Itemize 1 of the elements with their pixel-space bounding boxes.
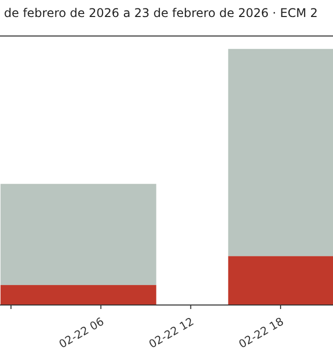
chart-title: de febrero de 2026 a 23 de febrero de 2026 · ECM 2	[4, 6, 318, 20]
